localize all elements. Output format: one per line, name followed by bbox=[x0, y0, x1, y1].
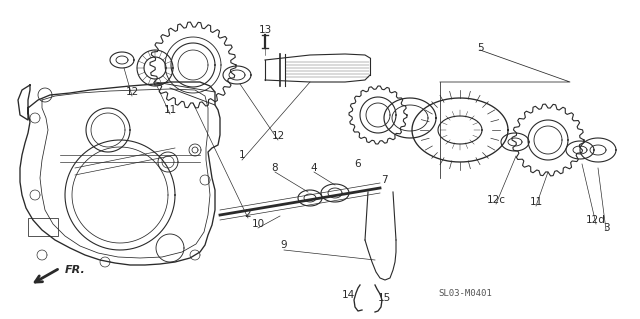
Text: 11: 11 bbox=[529, 197, 543, 207]
Text: 11: 11 bbox=[163, 105, 177, 115]
Text: 13: 13 bbox=[259, 25, 271, 35]
Text: 8: 8 bbox=[272, 163, 278, 173]
Text: 9: 9 bbox=[281, 240, 287, 250]
Text: 14: 14 bbox=[341, 290, 355, 300]
Text: 2: 2 bbox=[244, 209, 252, 219]
Text: 6: 6 bbox=[355, 159, 362, 169]
Text: 12: 12 bbox=[271, 131, 285, 141]
Text: 10: 10 bbox=[252, 219, 264, 229]
Text: 12d: 12d bbox=[586, 215, 606, 225]
Text: FR.: FR. bbox=[65, 265, 86, 275]
Bar bbox=[28, 218, 58, 236]
Text: 1: 1 bbox=[239, 150, 245, 160]
Text: 12: 12 bbox=[125, 87, 139, 97]
Text: 5: 5 bbox=[477, 43, 483, 53]
Text: 4: 4 bbox=[310, 163, 317, 173]
Text: SL03-M0401: SL03-M0401 bbox=[438, 290, 492, 299]
Text: 15: 15 bbox=[378, 293, 390, 303]
Text: 3: 3 bbox=[603, 223, 609, 233]
Text: 12c: 12c bbox=[486, 195, 506, 205]
Text: 7: 7 bbox=[381, 175, 387, 185]
